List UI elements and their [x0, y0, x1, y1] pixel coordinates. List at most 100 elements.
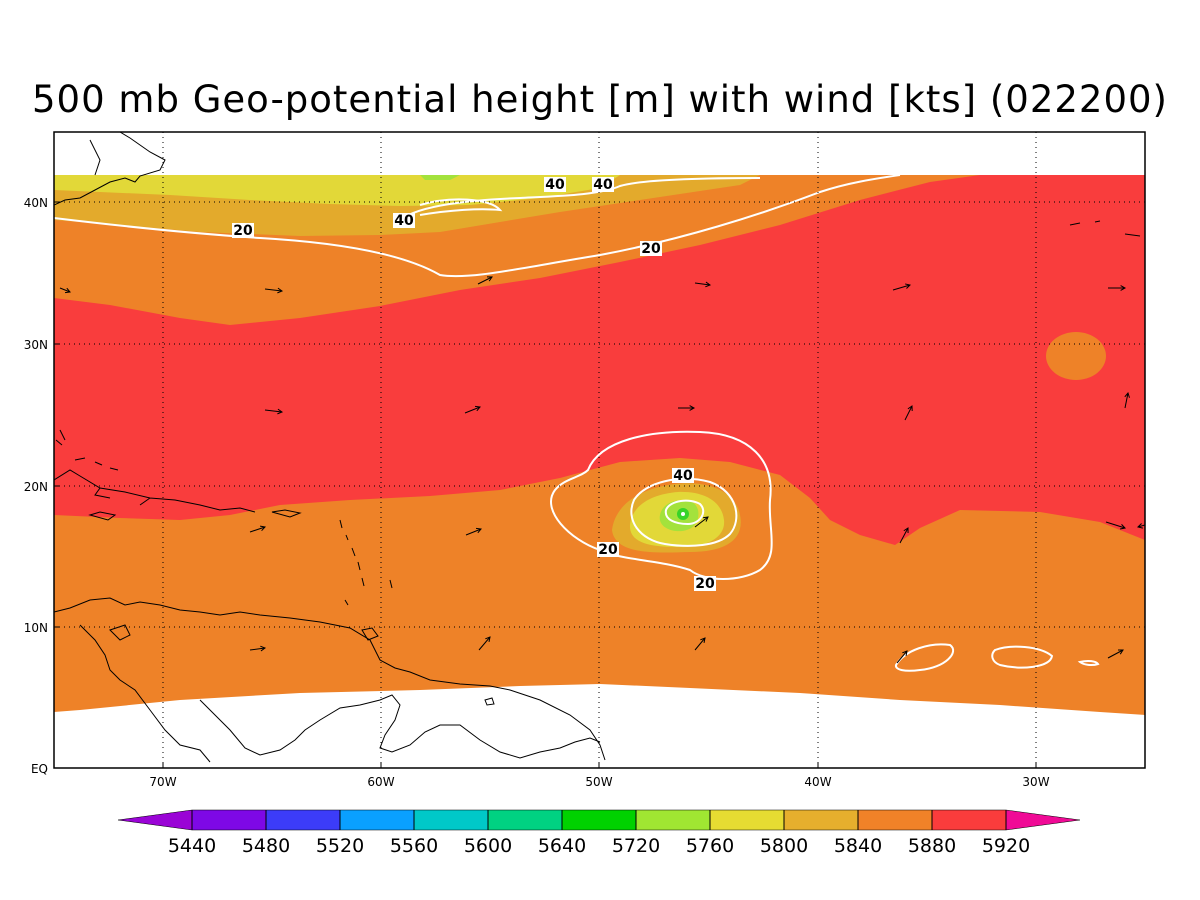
colorbar-label: 5800 — [760, 835, 808, 857]
coast-small-islands — [484, 220, 1141, 706]
wind-arrow — [464, 406, 481, 414]
colorbar-label: 5600 — [464, 835, 512, 857]
colorbar-swatch — [858, 810, 933, 830]
colorbar-label: 5920 — [982, 835, 1030, 857]
height-fill-5760-top — [420, 175, 460, 180]
lat-label-20n: 20N — [24, 480, 48, 494]
coast-bahamas — [55, 429, 119, 471]
colorbar-arrow-high — [1006, 810, 1080, 830]
coast-puerto-rico — [271, 509, 302, 518]
contour-labels: 40 40 40 20 20 40 20 20 — [232, 177, 716, 592]
coast-south-america — [54, 597, 606, 763]
wind-arrow — [1107, 649, 1124, 659]
colorbar-swatch — [784, 810, 859, 830]
wind-contour-20-east-c — [1077, 659, 1100, 667]
wind-arrow-head — [260, 645, 267, 652]
wind-arrow-head — [64, 287, 71, 294]
wind-arrow-head — [689, 405, 696, 411]
wind-arrow — [1105, 521, 1126, 529]
colorbar-label: 5560 — [390, 835, 438, 857]
contour-label: 40 — [672, 468, 694, 484]
contour-label: 20 — [597, 542, 619, 558]
wind-contour-20-north — [54, 174, 901, 278]
svg-text:40: 40 — [673, 468, 693, 484]
svg-text:40: 40 — [394, 213, 414, 229]
wind-arrow — [264, 409, 283, 413]
wind-arrow — [694, 516, 709, 528]
height-fill-5920 — [54, 175, 1145, 545]
wind-arrow-head — [474, 405, 481, 412]
coast-jamaica — [88, 511, 117, 521]
wind-arrow-head — [259, 525, 266, 532]
colorbar-label: 5720 — [612, 835, 660, 857]
wind-arrow-head — [905, 283, 912, 289]
wind-arrow-head — [1120, 285, 1127, 291]
coast-lesser-antilles — [339, 519, 393, 606]
wind-arrow — [478, 636, 491, 651]
wind-arrow-head — [485, 636, 491, 642]
wind-arrow-head — [702, 516, 709, 522]
wind-arrow — [1137, 524, 1145, 528]
colorbar-label: 5880 — [908, 835, 956, 857]
wind-arrow-head — [277, 287, 284, 294]
chart-title: 500 mb Geo-potential height [m] with win… — [32, 78, 1168, 121]
wind-contour-20-east-b — [991, 645, 1054, 669]
svg-text:40: 40 — [593, 177, 613, 193]
wind-arrow-head — [1124, 391, 1130, 398]
colorbar-label: 5840 — [834, 835, 882, 857]
colorbar-label: 5440 — [168, 835, 216, 857]
wind-arrow — [896, 650, 908, 664]
colorbar-swatch — [488, 810, 563, 830]
wind-arrow — [264, 288, 283, 292]
wind-contours — [54, 174, 1100, 672]
wind-contour-40-north — [399, 177, 761, 221]
lat-label-10n: 10N — [24, 621, 48, 635]
wind-arrow-head — [486, 276, 493, 282]
wind-arrow-head — [277, 408, 284, 415]
lat-label-40n: 40N — [24, 196, 48, 210]
colorbar-label: 5520 — [316, 835, 364, 857]
contour-label: 40 — [592, 177, 614, 193]
colorbar-label: 5760 — [686, 835, 734, 857]
colorbar-swatch — [710, 810, 785, 830]
lon-label-50w: 50W — [585, 775, 612, 789]
storm-center — [681, 512, 685, 516]
svg-text:20: 20 — [233, 223, 253, 239]
wind-arrow — [249, 647, 266, 651]
lon-label-30w: 30W — [1022, 775, 1049, 789]
wind-arrow-head — [1117, 649, 1124, 655]
colorbar-swatch — [932, 810, 1007, 830]
axis-ticks — [54, 201, 1037, 768]
colorbar-arrow-low — [118, 810, 192, 830]
graticule — [54, 132, 1145, 768]
lon-label-70w: 70W — [149, 775, 176, 789]
colorbar-swatch — [266, 810, 341, 830]
contour-label: 40 — [544, 177, 566, 193]
wind-arrow-head — [907, 405, 913, 412]
lon-label-40w: 40W — [804, 775, 831, 789]
wind-arrow — [465, 528, 482, 536]
wind-arrow — [59, 287, 71, 293]
coast-north-america — [54, 132, 166, 206]
colorbar-label: 5480 — [242, 835, 290, 857]
lat-label-eq: EQ — [31, 762, 48, 776]
colorbar: 5440 5480 5520 5560 5600 5640 5720 5760 5800 5840… — [117, 809, 1081, 857]
coast-cuba-hispaniola — [54, 469, 256, 513]
contour-label: 20 — [232, 223, 254, 239]
svg-text:20: 20 — [695, 576, 715, 592]
coast-trinidad — [361, 627, 379, 641]
svg-text:40: 40 — [545, 177, 565, 193]
wind-arrow — [899, 527, 909, 544]
lat-label-30n: 30N — [24, 338, 48, 352]
latitude-labels: 40N 30N 20N 10N EQ — [24, 196, 48, 776]
colorbar-swatch — [414, 810, 489, 830]
coastlines — [54, 132, 1141, 763]
wind-contour-storm-inner — [664, 499, 705, 526]
wind-arrow-head — [1119, 524, 1126, 530]
wind-arrow — [1124, 392, 1129, 409]
svg-text:20: 20 — [598, 542, 618, 558]
wind-arrow-head — [1136, 523, 1143, 529]
wind-contour-20-east-a — [894, 643, 955, 672]
wind-contour-20-storm — [550, 430, 773, 580]
